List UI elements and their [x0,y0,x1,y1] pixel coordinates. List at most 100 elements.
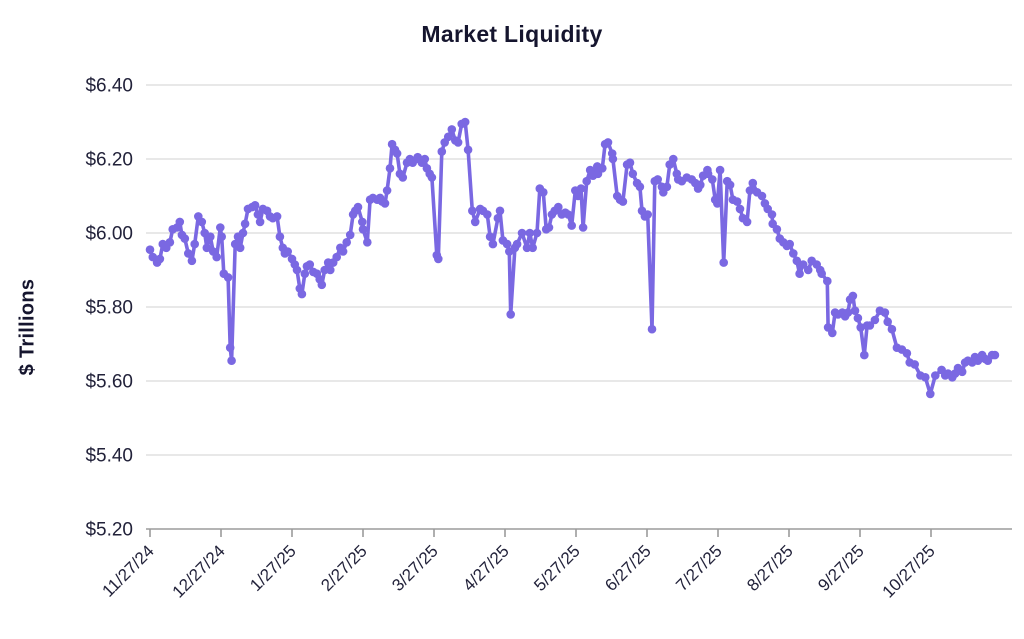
x-tick-label: 3/27/25 [388,541,442,595]
data-point-marker [567,221,576,230]
data-point-marker [708,175,717,184]
data-point-marker [463,145,473,155]
data-point-marker [608,154,618,164]
data-point-marker [217,232,226,241]
data-point-marker [643,210,652,219]
data-point-marker [447,125,457,134]
data-point-marker [843,308,853,317]
data-point-marker [582,176,591,186]
series-line [148,120,997,396]
data-point-marker [789,249,798,258]
data-point-marker [554,202,563,212]
data-point-marker [853,313,863,323]
data-point-marker [202,243,212,253]
data-point-marker [240,219,250,229]
data-point-marker [283,247,293,256]
data-point-marker [255,217,265,227]
data-point-marker [358,217,367,227]
data-point-marker [653,175,662,184]
data-point-marker [628,169,638,179]
data-point-marker [187,256,197,266]
y-tick-label: $5.40 [85,446,133,467]
data-point-marker [235,243,245,253]
data-point-marker [926,389,935,399]
chart-title: Market Liquidity [421,21,603,47]
data-point-marker [180,234,190,243]
data-point-marker [625,158,635,167]
data-point-marker [870,315,880,325]
data-point-marker [860,350,869,360]
data-point-marker [155,254,165,264]
data-point-marker [792,256,802,266]
x-tick-label: 2/27/25 [317,541,371,595]
x-tick-label: 4/27/25 [459,541,513,595]
data-point-marker [517,228,527,238]
data-point-marker [250,201,260,210]
data-point-marker [493,213,503,223]
x-tick-label: 9/27/25 [814,541,868,595]
data-point-marker [225,343,235,353]
y-tick-label: $6.40 [85,76,133,97]
data-point-marker [398,173,408,182]
data-point-marker [227,356,236,366]
data-point-marker [165,238,175,247]
data-point-marker [300,269,310,279]
y-tick-label: $6.20 [85,150,133,171]
data-point-marker [528,243,537,253]
data-point-marker [453,138,463,147]
y-tick-label: $5.80 [85,298,133,319]
data-point-marker [358,225,368,234]
data-point-marker [618,197,628,206]
data-point-marker [382,186,392,195]
y-tick-label: $5.20 [85,520,133,541]
data-point-marker [696,180,705,190]
data-point-marker [662,182,672,192]
data-point-marker [828,328,837,338]
data-point-marker [206,232,215,241]
data-point-marker [502,239,512,249]
data-point-marker [175,217,185,227]
data-point-marker [957,367,967,377]
data-point-marker [317,280,327,290]
x-tick-label: 8/27/25 [743,541,797,595]
data-point-marker [785,239,794,249]
data-point-marker [184,249,193,258]
y-tick-label: $5.60 [85,372,133,393]
data-point-marker [883,317,892,327]
data-point-marker [798,260,808,269]
data-point-marker [563,210,573,219]
data-point-marker [470,217,480,227]
data-point-marker [338,247,348,256]
data-point-marker [342,238,352,247]
data-point-marker [647,324,657,334]
data-point-marker [345,230,355,240]
data-point-marker [305,260,315,269]
data-point-marker [669,154,678,164]
data-point-marker [921,373,930,382]
data-point-marker [635,182,645,192]
data-point-marker [848,291,858,301]
data-point-marker [887,324,897,334]
data-point-marker [532,228,542,238]
x-tick-label: 7/27/25 [672,541,726,595]
data-point-marker [297,289,307,299]
data-point-marker [385,164,395,173]
data-point-marker [719,258,728,267]
data-point-marker [735,204,745,214]
x-tick-label: 5/27/25 [530,541,584,595]
data-point-marker [742,217,752,227]
data-point-marker [485,232,495,241]
data-point-marker [223,273,233,282]
data-point-marker [495,206,505,216]
data-point-marker [772,225,782,234]
data-point-marker [865,321,875,330]
data-point-marker [392,149,402,158]
y-tick-label: $6.00 [85,224,133,245]
data-point-marker [576,184,586,193]
x-tick-label: 1/27/25 [246,541,300,595]
data-point-marker [434,254,443,264]
data-point-marker [767,210,777,219]
data-point-marker [190,239,199,249]
